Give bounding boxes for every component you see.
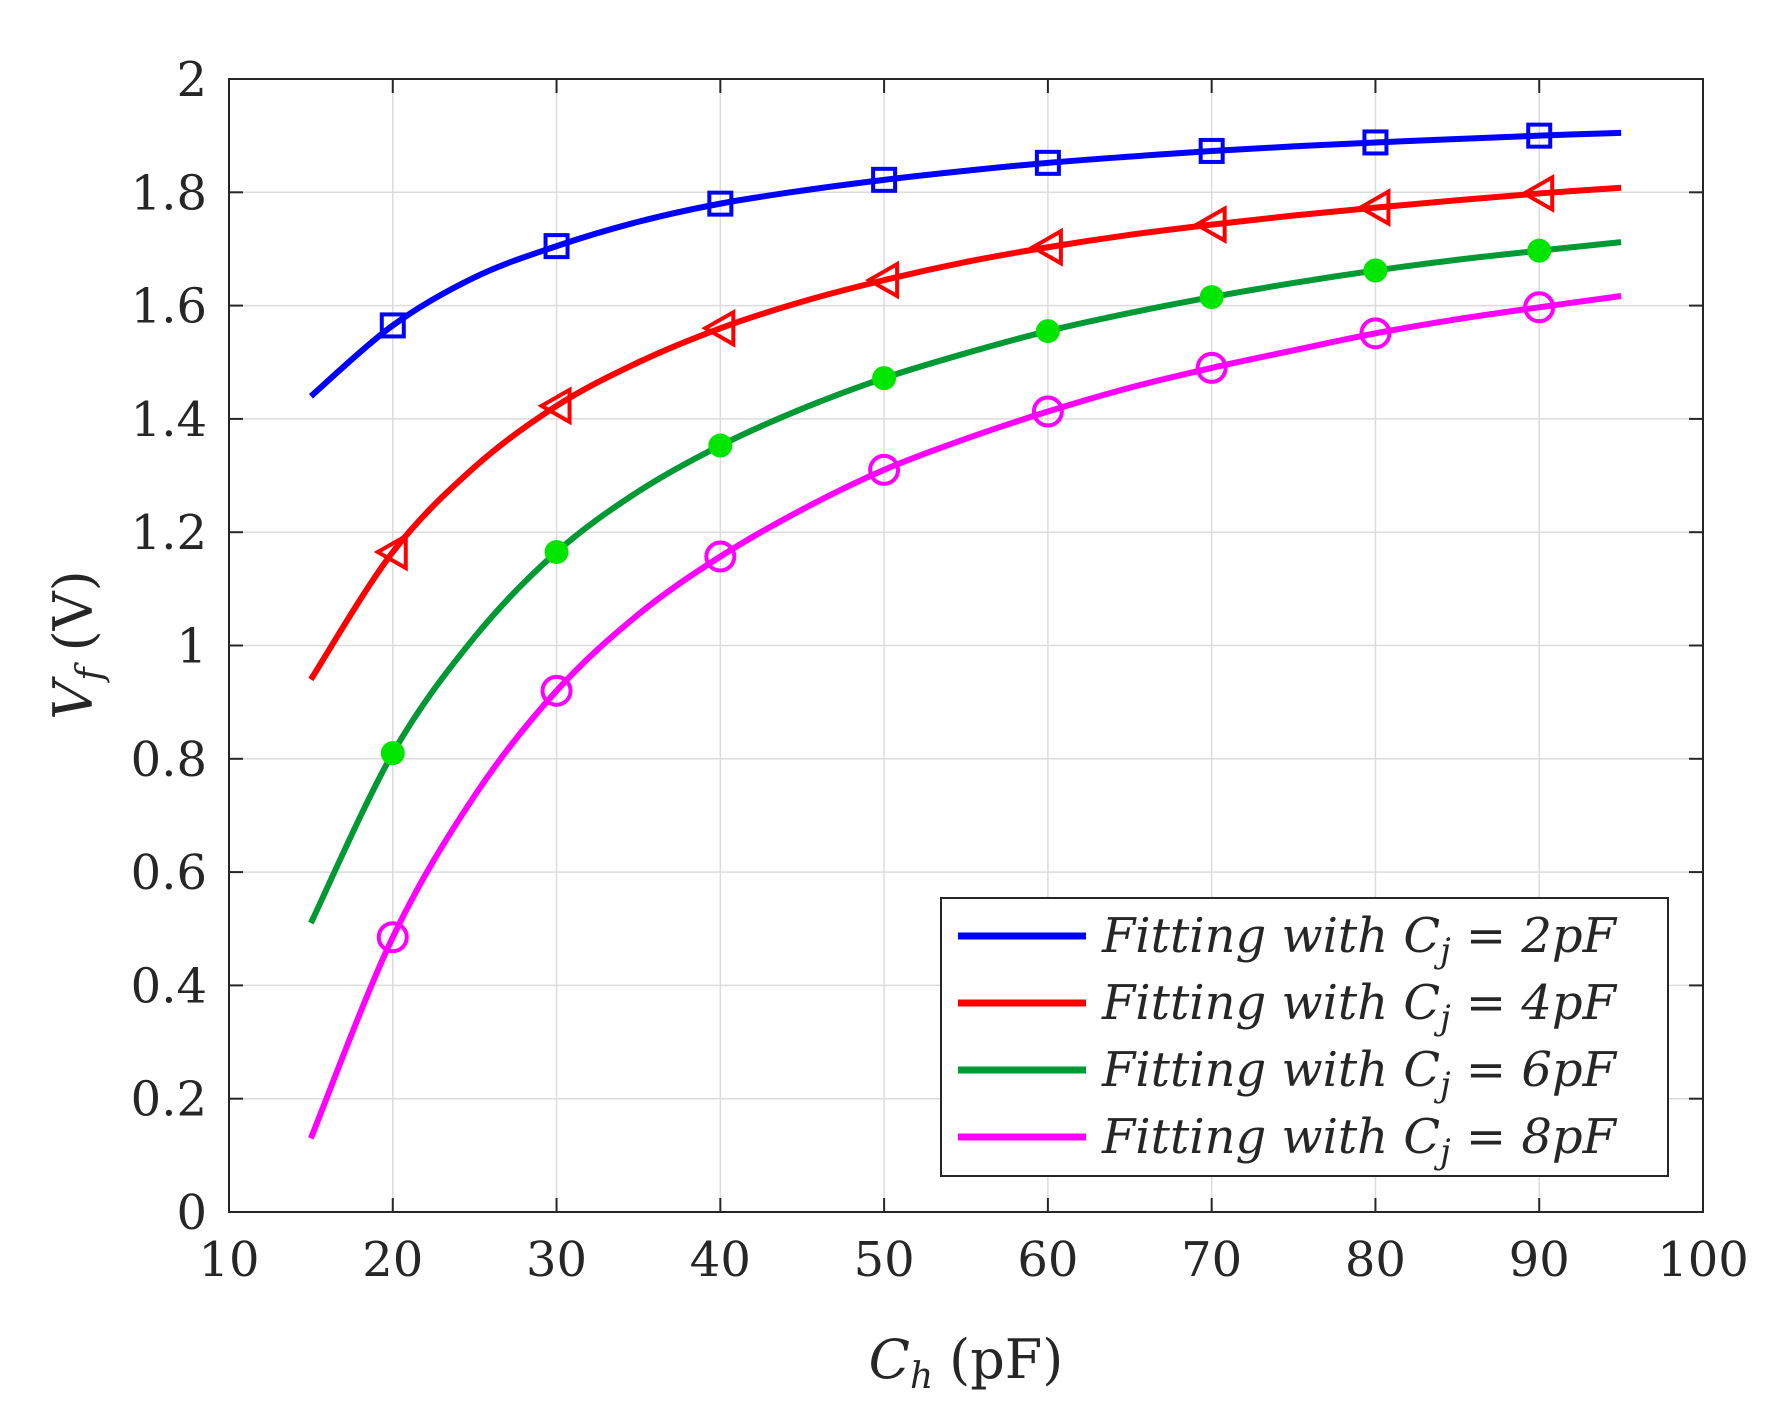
legend-label-6pf: Fitting with Cj = 6pF — [1101, 1042, 1618, 1105]
series-3 — [308, 238, 1622, 925]
data-point-marker — [868, 453, 901, 486]
y-tick-label: 0.4 — [131, 958, 207, 1014]
data-point-marker — [707, 190, 734, 217]
y-tick-label: 0.2 — [131, 1072, 207, 1128]
y-tick-label: 1 — [176, 619, 207, 675]
data-point-marker — [865, 260, 900, 300]
data-point-marker — [1362, 129, 1389, 156]
series-4 — [308, 291, 1622, 1140]
data-point-marker — [543, 233, 570, 260]
x-tick-label: 80 — [1345, 1232, 1406, 1288]
x-tick-label: 30 — [526, 1232, 587, 1288]
series-2 — [308, 173, 1622, 682]
x-tick-labels: 10 20 30 40 50 60 70 80 90 100 — [198, 1232, 1748, 1288]
data-point-marker — [537, 386, 572, 426]
x-axis-title-main: C — [869, 1328, 910, 1391]
x-tick-label: 70 — [1181, 1232, 1242, 1288]
legend-entry: Fitting with Cj = 2pF — [958, 908, 1618, 971]
y-tick-label: 1.8 — [131, 165, 207, 221]
data-point-marker — [1192, 205, 1227, 245]
data-point-marker — [540, 674, 573, 707]
legend: Fitting with Cj = 2pF Fitting with Cj = … — [940, 897, 1669, 1177]
y-tick-label: 1.2 — [131, 505, 207, 561]
data-point-marker — [708, 433, 733, 458]
data-point-marker — [1034, 149, 1061, 176]
series-1 — [308, 122, 1622, 399]
data-point-marker — [1526, 122, 1553, 149]
y-axis-title-sub: f — [70, 662, 111, 684]
y-tick-label: 1.6 — [131, 279, 207, 335]
x-tick-label: 10 — [198, 1232, 259, 1288]
series-line — [308, 292, 1622, 1140]
y-tick-label: 0 — [176, 1185, 207, 1241]
y-tick-label: 0.6 — [131, 845, 207, 901]
data-point-marker — [1198, 137, 1225, 164]
x-tick-label: 60 — [1017, 1232, 1078, 1288]
series-line — [308, 184, 1622, 682]
legend-label-4pf: Fitting with Cj = 4pF — [1101, 975, 1618, 1038]
data-point-marker — [1363, 258, 1388, 283]
legend-box — [940, 897, 1669, 1177]
series-layer — [308, 122, 1622, 1140]
y-tick-label: 2 — [176, 52, 207, 108]
y-axis-title-unit: (V) — [42, 570, 105, 651]
data-point-marker — [380, 741, 405, 766]
data-point-marker — [701, 308, 736, 348]
data-point-marker — [1527, 238, 1552, 263]
data-point-marker — [1356, 188, 1391, 228]
data-point-marker — [872, 366, 897, 391]
x-tick-label: 90 — [1509, 1232, 1570, 1288]
data-point-marker — [1359, 317, 1392, 350]
x-tick-label: 100 — [1657, 1232, 1749, 1288]
data-point-marker — [1520, 173, 1555, 213]
data-point-marker — [1031, 395, 1064, 428]
data-point-marker — [373, 532, 408, 572]
data-point-marker — [379, 312, 406, 339]
series-line — [308, 129, 1622, 399]
legend-entry: Fitting with Cj = 8pF — [958, 1109, 1618, 1172]
data-point-marker — [376, 921, 409, 954]
data-point-marker — [544, 540, 569, 565]
y-tick-label: 0.8 — [131, 732, 207, 788]
y-axis-title-main: V — [42, 676, 105, 720]
data-point-marker — [1199, 285, 1224, 310]
series-line — [308, 239, 1622, 925]
x-axis-title-unit: (pF) — [949, 1328, 1063, 1391]
y-tick-labels: 0 0.2 0.4 0.6 0.8 1 1.2 1.4 1.6 1.8 2 — [131, 52, 207, 1241]
legend-entry: Fitting with Cj = 6pF — [958, 1042, 1618, 1105]
data-point-marker — [1523, 291, 1556, 324]
data-point-marker — [1028, 227, 1063, 267]
x-tick-label: 20 — [362, 1232, 423, 1288]
y-tick-label: 1.4 — [131, 392, 207, 448]
x-tick-label: 50 — [854, 1232, 915, 1288]
ticks — [228, 78, 1704, 1213]
x-axis-title: Ch (pF) — [869, 1328, 1064, 1397]
legend-label-2pf: Fitting with Cj = 2pF — [1101, 908, 1618, 971]
legend-label-8pf: Fitting with Cj = 8pF — [1101, 1109, 1618, 1172]
data-point-marker — [1035, 319, 1060, 344]
data-point-marker — [871, 166, 898, 193]
x-tick-label: 40 — [690, 1232, 751, 1288]
x-axis-title-sub: h — [910, 1356, 933, 1397]
data-point-marker — [1195, 351, 1228, 384]
data-point-marker — [704, 540, 737, 573]
legend-entry: Fitting with Cj = 4pF — [958, 975, 1618, 1038]
y-axis-title: Vf (V) — [42, 570, 111, 719]
